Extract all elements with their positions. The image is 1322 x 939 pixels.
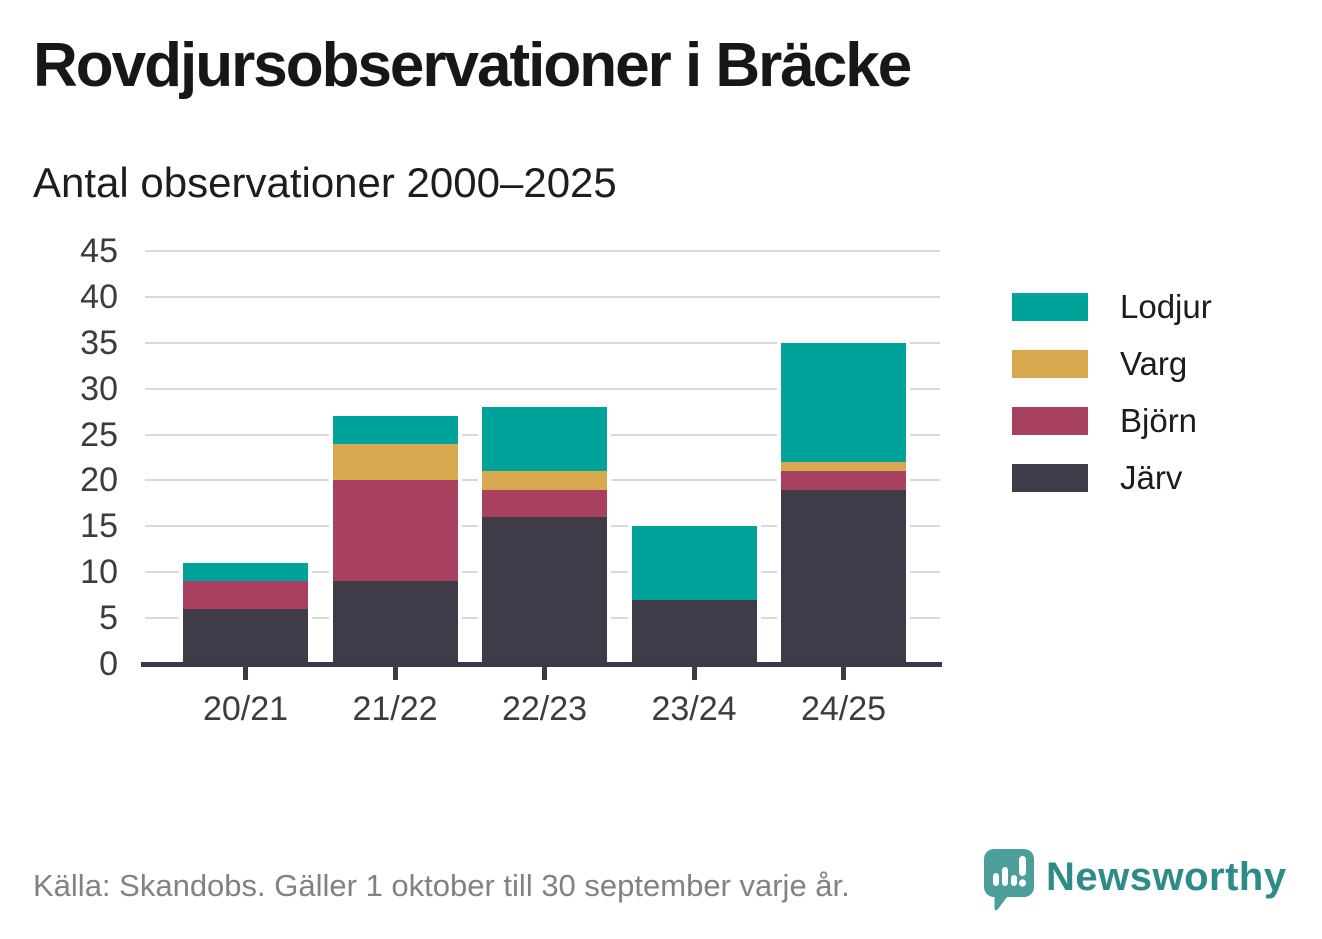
legend-row-järv: Järv: [1012, 459, 1212, 496]
plot-area: [143, 250, 940, 664]
y-tick-label-25: 25: [80, 415, 118, 454]
legend-row-björn: Björn: [1012, 402, 1212, 439]
segment-järv-22-23: [482, 517, 607, 664]
x-tick-label-23-24: 23/24: [651, 690, 737, 728]
segment-järv-23-24: [631, 599, 757, 664]
newsworthy-logo-icon: [984, 849, 1034, 911]
gridline-y-40: [145, 295, 940, 298]
bar-22-23: [482, 407, 607, 664]
chart-subtitle: Antal observationer 2000–2025: [33, 159, 617, 206]
y-tick-label-30: 30: [80, 369, 118, 408]
segment-varg-24-25: [781, 462, 906, 472]
y-tick-label-40: 40: [80, 277, 118, 316]
x-tick-label-24-25: 24/25: [800, 690, 887, 728]
legend-swatch-varg: [1012, 350, 1088, 378]
segment-björn-21-22: [332, 480, 458, 582]
segment-björn-22-23: [482, 489, 607, 518]
legend-label-varg: Varg: [1120, 345, 1188, 382]
legend-label-järv: Järv: [1120, 459, 1183, 496]
bar-21-22: [332, 416, 458, 664]
legend-row-lodjur: Lodjur: [1012, 288, 1212, 325]
bar-24-25: [781, 342, 906, 664]
legend-label-lodjur: Lodjur: [1120, 288, 1212, 325]
y-tick-label-15: 15: [80, 507, 118, 546]
y-tick-label-45: 45: [80, 232, 118, 270]
x-tick-label-22-23: 22/23: [501, 690, 588, 728]
y-tick-label-35: 35: [80, 323, 118, 362]
newsworthy-brand: Newsworthy: [984, 849, 1287, 911]
segment-varg-21-22: [332, 443, 458, 481]
segment-lodjur-24-25: [781, 342, 906, 463]
x-axis-line: [141, 662, 942, 667]
y-tick-label-0: 0: [99, 645, 118, 683]
bar-23-24: [631, 526, 757, 664]
y-tick-label-5: 5: [99, 599, 118, 638]
chart-legend: Lodjur Varg Björn Järv: [1012, 288, 1212, 521]
segment-järv-24-25: [781, 489, 906, 664]
segment-lodjur-21-22: [332, 416, 458, 444]
gridline-y-35: [145, 341, 940, 344]
legend-label-björn: Björn: [1120, 402, 1198, 439]
segment-varg-22-23: [482, 471, 607, 490]
legend-swatch-björn: [1012, 407, 1088, 435]
x-tick-21-22: [392, 667, 398, 680]
segment-järv-20-21: [183, 608, 308, 664]
x-tick-24-25: [841, 667, 846, 680]
segment-järv-21-22: [332, 581, 458, 664]
source-note: Källa: Skandobs. Gäller 1 oktober till 3…: [33, 868, 850, 903]
segment-lodjur-20-21: [183, 563, 308, 582]
page-title: Rovdjursobservationer i Bräcke: [33, 31, 912, 100]
gridline-y-30: [145, 387, 940, 390]
segment-lodjur-22-23: [482, 407, 607, 472]
y-axis-labels: 0 5 10 15 20 25 30 35 40 45: [0, 234, 118, 681]
segment-lodjur-23-24: [631, 526, 757, 600]
x-tick-23-24: [691, 667, 697, 680]
y-tick-label-20: 20: [80, 461, 118, 500]
gridline-y-45: [145, 250, 940, 252]
x-tick-22-23: [542, 667, 547, 680]
x-tick-label-21-22: 21/22: [352, 690, 438, 728]
y-tick-label-10: 10: [80, 553, 118, 592]
legend-swatch-järv: [1012, 464, 1088, 492]
bar-20-21: [183, 563, 308, 664]
segment-björn-20-21: [183, 581, 308, 609]
segment-björn-24-25: [781, 471, 906, 490]
x-tick-20-21: [243, 667, 248, 680]
x-tick-label-20-21: 20/21: [202, 690, 289, 728]
legend-row-varg: Varg: [1012, 345, 1212, 382]
brand-name: Newsworthy: [1046, 855, 1287, 899]
legend-swatch-lodjur: [1012, 293, 1088, 321]
